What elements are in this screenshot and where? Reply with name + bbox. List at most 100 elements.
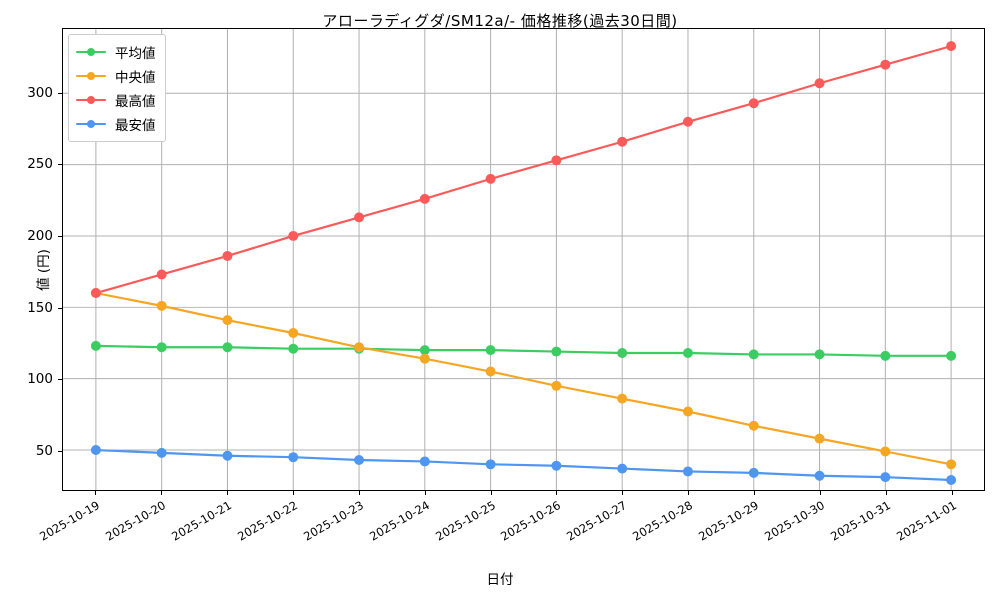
data-point — [354, 212, 365, 223]
legend-swatch-icon — [76, 93, 106, 107]
data-point — [485, 173, 496, 184]
series-line — [94, 344, 953, 357]
legend-item-4[interactable]: 最安値 — [76, 112, 156, 136]
data-point — [90, 445, 101, 456]
x-tick-mark — [622, 491, 624, 495]
data-point — [946, 475, 957, 485]
y-tick-label: 50 — [35, 442, 53, 459]
data-point — [682, 406, 693, 417]
data-point — [485, 366, 496, 377]
data-point — [222, 250, 233, 261]
data-point — [288, 343, 299, 354]
y-tick-mark — [58, 450, 62, 452]
legend-item-3[interactable]: 最高値 — [76, 88, 156, 112]
data-point — [419, 353, 430, 364]
series-3 — [90, 41, 957, 299]
data-point — [354, 342, 365, 353]
data-point — [551, 346, 562, 357]
x-tick-mark — [160, 491, 162, 495]
data-point — [156, 342, 167, 353]
data-point — [814, 349, 825, 360]
y-tick-mark — [58, 307, 62, 309]
series-line — [94, 448, 953, 482]
data-point — [222, 450, 233, 461]
series-line — [94, 45, 953, 295]
legend-label: 平均値 — [115, 46, 156, 62]
data-point — [419, 456, 430, 467]
series-4 — [90, 445, 957, 485]
data-point — [748, 349, 759, 360]
y-tick-mark — [58, 92, 62, 94]
x-tick-mark — [820, 491, 822, 495]
data-point — [880, 350, 891, 361]
x-tick-mark — [292, 491, 294, 495]
data-point — [485, 459, 496, 470]
data-point — [748, 467, 759, 478]
legend-swatch-icon — [76, 117, 106, 131]
data-point — [617, 136, 628, 147]
data-point — [485, 345, 496, 356]
legend-swatch-icon — [76, 45, 106, 59]
legend-item-1[interactable]: 平均値 — [76, 40, 156, 64]
x-axis-title: 日付 — [486, 572, 514, 588]
series-layer — [90, 41, 957, 485]
data-point — [748, 98, 759, 109]
plot-area — [62, 28, 985, 491]
series-line — [94, 291, 953, 466]
x-tick-mark — [952, 491, 954, 495]
data-point — [156, 447, 167, 458]
data-point — [880, 59, 891, 70]
legend-swatch-icon — [76, 69, 106, 83]
y-tick-mark — [58, 164, 62, 166]
x-tick-mark — [94, 491, 96, 495]
data-point — [946, 41, 957, 52]
data-point — [222, 315, 233, 326]
data-point — [222, 342, 233, 353]
data-point — [946, 350, 957, 361]
x-tick-mark — [226, 491, 228, 495]
x-tick-mark — [886, 491, 888, 495]
data-point — [90, 288, 101, 299]
x-tick-mark — [688, 491, 690, 495]
data-point — [156, 300, 167, 311]
data-point — [551, 380, 562, 391]
data-point — [419, 345, 430, 356]
y-tick-label: 200 — [27, 227, 53, 244]
data-point — [617, 348, 628, 358]
grid-lines — [63, 29, 984, 490]
data-point — [156, 269, 167, 280]
x-tick-mark — [424, 491, 426, 495]
data-point — [288, 452, 299, 463]
y-tick-label: 150 — [27, 299, 53, 316]
chart-title: アローラディグダ/SM12a/- 価格推移(過去30日間) — [322, 12, 678, 30]
data-point — [617, 463, 628, 474]
data-point — [288, 328, 299, 338]
data-point — [682, 348, 693, 358]
data-point — [814, 470, 825, 481]
data-point — [682, 466, 693, 477]
data-point — [880, 472, 891, 483]
x-tick-mark — [754, 491, 756, 495]
x-tick-mark — [490, 491, 492, 495]
data-point — [946, 459, 957, 470]
series-1 — [90, 340, 957, 361]
data-point — [90, 340, 101, 351]
x-tick-mark — [358, 491, 360, 495]
data-point — [288, 230, 299, 241]
y-tick-label: 300 — [27, 84, 53, 101]
y-tick-label: 250 — [27, 156, 53, 173]
data-point — [682, 116, 693, 127]
series-2 — [90, 288, 957, 470]
data-point — [748, 420, 759, 431]
legend-item-2[interactable]: 中央値 — [76, 64, 156, 88]
chart-legend: 平均値中央値 最高値 最安値 — [68, 34, 166, 142]
data-point — [551, 460, 562, 471]
data-point — [617, 393, 628, 404]
y-tick-mark — [58, 379, 62, 381]
data-point — [814, 78, 825, 89]
x-tick-mark — [556, 491, 558, 495]
data-point — [419, 193, 430, 204]
y-axis-title: 値 (円) — [36, 249, 52, 291]
